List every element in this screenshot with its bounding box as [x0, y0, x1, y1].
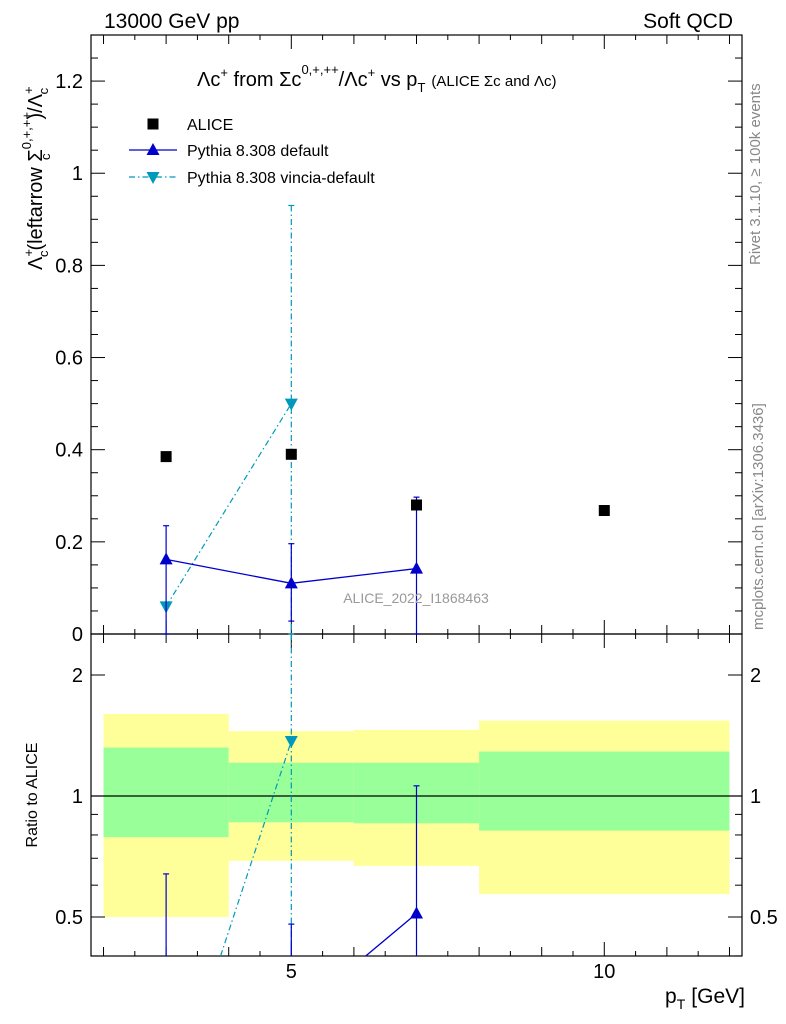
mcplots-label: mcplots.cern.ch [arXiv:1306.3436]	[750, 403, 767, 630]
ratio-xtick-label: 10	[593, 961, 615, 983]
main-series	[159, 204, 610, 635]
title-paren: (ALICE Σc and Λc)	[431, 73, 556, 90]
title-tail: /Λc	[339, 69, 368, 91]
legend-label-2: Pythia 8.308 vincia-default	[187, 170, 375, 187]
ylabel-b: (leftarrow Σ	[25, 149, 47, 250]
ylabel-a-sup: +	[21, 249, 36, 257]
ratio-ytick-label-right: 2	[750, 665, 761, 687]
ylabel-c-sub: c	[36, 87, 51, 94]
band-inner-0	[103, 747, 229, 838]
chart-title: Λc+ from Σc0,+,++/Λc+ vs pT (ALICE Σc and…	[197, 62, 557, 95]
ratio-ytick-label: 2	[72, 665, 83, 687]
ylabel-b-sup: 0,+,++	[19, 112, 34, 149]
legend-alice-marker	[147, 118, 159, 130]
legend-label-1: Pythia 8.308 default	[187, 143, 329, 160]
ratio-ytick-label-right: 0.5	[750, 907, 778, 929]
main-ytick-label: 0.6	[55, 348, 83, 370]
legend: ALICE Pythia 8.308 default Pythia 8.308 vi…	[129, 117, 375, 187]
ratio-xtick-label: 5	[286, 961, 297, 983]
ratio-series	[163, 634, 423, 957]
main-ytick-label: 0.2	[55, 532, 83, 554]
title-mid: from Σc	[228, 69, 301, 91]
main-ytick-label: 1	[72, 163, 83, 185]
main-axes: 0 0.2 0.4 0.6 0.8 1 1.2	[55, 34, 743, 646]
alice-marker	[285, 448, 297, 460]
title-lead: Λc	[197, 69, 220, 91]
rivet-label: Rivet 3.1.10, ≥ 100k events	[747, 83, 764, 265]
ylabel-c-sup: +	[21, 86, 36, 94]
default-marker	[410, 561, 423, 574]
xlabel-p: p	[665, 985, 677, 1008]
title-lead-sup: +	[220, 65, 228, 80]
band-inner-3	[479, 751, 730, 831]
ratio-ytick-label: 0.5	[55, 907, 83, 929]
ratio-y-label: Ratio to ALICE	[24, 743, 41, 848]
x-axis-label: pT [GeV]	[665, 985, 745, 1012]
header-left: 13000 GeV pp	[104, 10, 239, 33]
legend-vincia-marker	[146, 172, 160, 184]
ratio-ytick-label: 1	[72, 786, 83, 808]
title-vs-sub: T	[417, 80, 425, 95]
header-right: Soft QCD	[643, 10, 733, 33]
xlabel-unit: [GeV]	[691, 985, 745, 1008]
alice-marker	[598, 505, 610, 517]
ylabel-a: Λ	[25, 256, 47, 270]
analysis-watermark: ALICE_2022_I1868463	[343, 590, 489, 606]
main-ytick-label: 0	[72, 624, 83, 646]
alice-marker	[160, 451, 172, 463]
vincia-line	[165, 403, 292, 607]
default-ratio-line	[365, 913, 417, 957]
default-ratio-marker	[410, 906, 423, 919]
title-mid-sup: 0,+,++	[301, 62, 338, 77]
title-vs: vs p	[375, 69, 417, 91]
legend-default-marker	[146, 143, 160, 155]
main-y-label: Λ+c(leftarrow Σ0,+,++c)/Λ+c	[19, 86, 53, 270]
default-marker	[159, 552, 173, 565]
legend-label-0: ALICE	[187, 117, 233, 134]
ylabel-b-sub: c	[38, 153, 53, 160]
main-ytick-label: 0.4	[55, 440, 83, 462]
title-tail-sup: +	[368, 65, 376, 80]
xlabel-sub: T	[677, 996, 686, 1012]
ylabel-c: )/Λ	[25, 93, 47, 119]
vincia-ratio-marker	[284, 736, 298, 749]
vincia-marker	[284, 398, 298, 411]
main-ytick-label: 0.8	[55, 255, 83, 277]
alice-marker	[411, 499, 422, 511]
main-ytick-label: 1.2	[55, 71, 83, 93]
ratio-ytick-label-right: 1	[750, 786, 761, 808]
default-marker	[284, 576, 298, 589]
ylabel-a-sub: c	[36, 250, 51, 257]
vincia-ratio-line	[219, 740, 292, 957]
